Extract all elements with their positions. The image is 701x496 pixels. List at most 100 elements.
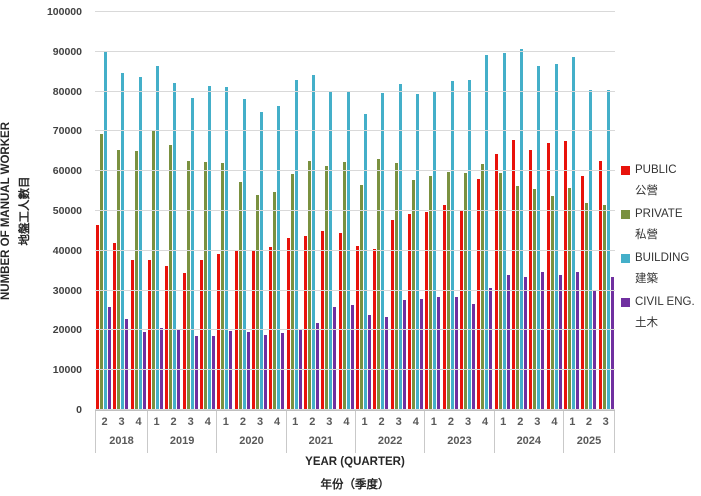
- y-tick-label: 0: [76, 404, 82, 416]
- quarter-label: 2: [170, 415, 177, 428]
- bar-civil-eng-: [108, 306, 112, 410]
- bar-private: [204, 162, 208, 410]
- bar-public: [252, 250, 256, 410]
- bar-building: [450, 81, 454, 410]
- legend-label-building-zh: 建築: [635, 273, 658, 285]
- bar-civil-eng-: [506, 275, 510, 410]
- year-label: 2022: [377, 435, 403, 447]
- quarter-label: 2: [309, 415, 316, 428]
- bar-private: [117, 149, 121, 410]
- quarter-label: 1: [361, 415, 368, 428]
- bar-building: [468, 80, 472, 410]
- year-group-2018: [95, 12, 147, 410]
- bar-public: [148, 259, 152, 410]
- bar-private: [238, 181, 242, 410]
- y-axis-title-en: NUMBER OF MANUAL WORKER: [0, 121, 12, 301]
- gridline: [95, 249, 615, 251]
- bar-public: [165, 266, 169, 410]
- year-label: 2021: [308, 435, 334, 447]
- y-tick-label: 10000: [52, 364, 82, 377]
- bar-public: [217, 254, 221, 410]
- bar-private: [325, 165, 329, 410]
- bar-private: [308, 161, 312, 410]
- bar-private: [134, 150, 138, 410]
- y-tick-label: 100000: [46, 6, 82, 18]
- bar-civil-eng-: [610, 277, 614, 410]
- quarter-group: [459, 12, 476, 410]
- quarter-label: 4: [551, 415, 558, 428]
- bar-private: [412, 180, 416, 410]
- gridline: [95, 409, 615, 410]
- year-group-2023: [424, 12, 493, 410]
- bar-civil-eng-: [472, 304, 476, 410]
- quarter-group: [251, 12, 268, 410]
- bar-public: [425, 212, 429, 410]
- legend-label-building: BUILDING: [635, 252, 690, 264]
- gridline: [95, 170, 615, 172]
- quarter-group: [182, 12, 199, 410]
- legend: PUBLIC 公營 PRIVATE 私營 BUILDING 建築 CIVIL E…: [621, 164, 701, 340]
- bar-building: [364, 113, 368, 410]
- bar-civil-eng-: [298, 330, 302, 410]
- quarter-group: [147, 12, 164, 410]
- quarter-label: 2: [378, 415, 385, 428]
- bar-private: [498, 173, 502, 410]
- bar-public: [460, 210, 464, 410]
- quarter-label: 2: [585, 415, 593, 428]
- legend-item-public: PUBLIC 公營: [621, 164, 701, 198]
- quarter-group: [563, 12, 580, 410]
- quarter-label: 2: [101, 415, 108, 428]
- bar-private: [533, 188, 537, 410]
- legend-item-private: PRIVATE 私營: [621, 208, 701, 242]
- bar-civil-eng-: [368, 315, 372, 410]
- bar-building: [242, 98, 246, 410]
- quarter-group: [199, 12, 216, 410]
- bar-civil-eng-: [316, 323, 320, 410]
- bar-private: [342, 161, 346, 410]
- bar-public: [321, 230, 325, 410]
- x-axis-title-zh: 年份（季度）: [320, 479, 390, 491]
- bar-private: [273, 191, 277, 410]
- quarter-group: [216, 12, 233, 410]
- bar-public: [494, 154, 498, 410]
- bar-civil-eng-: [246, 332, 250, 410]
- y-tick-label: 20000: [52, 324, 82, 337]
- bar-civil-eng-: [142, 332, 146, 410]
- year-group-2024: [494, 12, 563, 410]
- bar-civil-eng-: [558, 274, 562, 410]
- bar-private: [602, 204, 606, 410]
- bar-private: [360, 184, 364, 410]
- quarter-label: 1: [430, 415, 437, 428]
- bar-public: [477, 178, 481, 410]
- bar-building: [554, 64, 558, 410]
- bar-private: [446, 172, 450, 410]
- y-tick-label: 90000: [52, 45, 82, 58]
- year-label: 2020: [239, 435, 264, 447]
- bar-civil-eng-: [229, 330, 233, 410]
- bar-civil-eng-: [437, 296, 441, 410]
- quarter-group: [372, 12, 389, 410]
- year-group-2021: [286, 12, 355, 410]
- bar-public: [113, 242, 117, 410]
- bar-public: [200, 259, 204, 410]
- legend-swatch-civil: [621, 297, 630, 307]
- bar-public: [130, 259, 134, 410]
- bar-building: [416, 93, 420, 410]
- quarter-label: 4: [204, 415, 211, 428]
- y-tick-label: 30000: [52, 284, 82, 297]
- quarter-group: [407, 12, 424, 410]
- bar-private: [429, 175, 433, 410]
- bar-building: [156, 65, 160, 410]
- quarter-group: [355, 12, 372, 410]
- year-label: 2019: [169, 435, 195, 447]
- bar-building: [537, 65, 541, 410]
- bar-civil-eng-: [212, 336, 216, 410]
- bar-building: [104, 52, 108, 410]
- quarter-label: 1: [569, 415, 576, 428]
- bar-public: [304, 235, 308, 410]
- bar-civil-eng-: [194, 335, 198, 410]
- quarter-label: 3: [395, 415, 402, 428]
- bar-civil-eng-: [576, 271, 580, 410]
- gridline: [95, 11, 615, 12]
- bar-public: [512, 140, 516, 410]
